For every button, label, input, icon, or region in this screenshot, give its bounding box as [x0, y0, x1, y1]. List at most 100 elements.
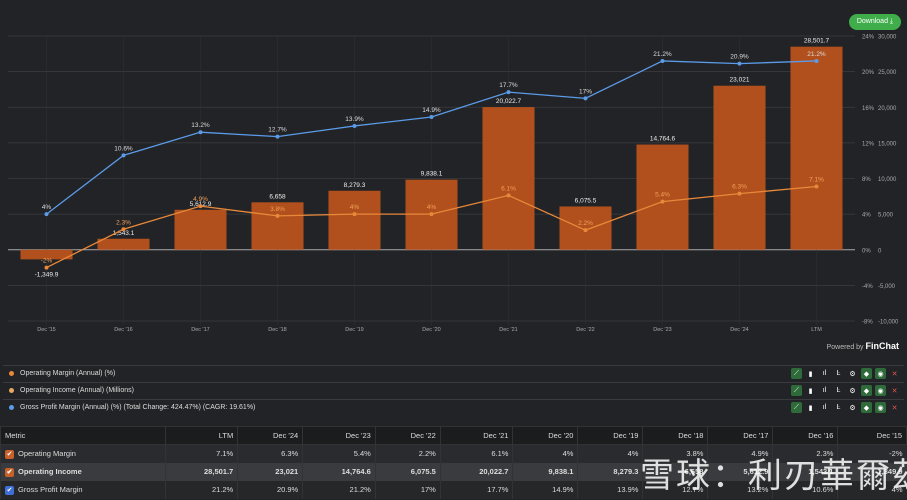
- data-point: [814, 184, 819, 189]
- value-cell: 10.6%: [772, 480, 838, 499]
- y-pct-tick: 12%: [862, 141, 875, 147]
- data-point: [121, 153, 126, 158]
- data-point: [506, 90, 511, 95]
- value-cell: 23,021: [237, 462, 303, 481]
- checkbox[interactable]: ✔: [5, 449, 14, 459]
- gear-icon[interactable]: ⚙: [849, 370, 856, 378]
- eye-icon[interactable]: ◉: [875, 368, 886, 379]
- column-header[interactable]: Dec '16: [772, 426, 839, 445]
- line-chart-icon[interactable]: ⟋: [791, 368, 802, 379]
- grouped-bar-icon[interactable]: ıl: [822, 387, 827, 394]
- tag-icon[interactable]: ◆: [861, 368, 872, 379]
- value-cell: 13.9%: [577, 480, 643, 499]
- value-cell: -1,349.9: [837, 462, 907, 481]
- grouped-bar-icon[interactable]: ıl: [822, 404, 827, 411]
- y-val-tick: 30,000: [878, 35, 897, 41]
- checkbox[interactable]: ✔: [5, 467, 14, 477]
- column-header[interactable]: Dec '19: [577, 426, 644, 445]
- bar-chart-icon[interactable]: ▮: [808, 387, 813, 395]
- point-label: 5.4%: [655, 192, 670, 199]
- axis-icon[interactable]: Ŀ: [836, 370, 841, 377]
- metric-cell: ✔ Operating Income: [0, 462, 166, 481]
- gear-icon[interactable]: ⚙: [849, 404, 856, 412]
- gear-icon[interactable]: ⚙: [849, 387, 856, 395]
- metric-cell: ✔ Gross Profit Margin: [0, 480, 166, 499]
- column-header[interactable]: Dec '24: [237, 426, 304, 445]
- bar: [20, 249, 73, 260]
- value-cell: 13.2%: [707, 480, 773, 499]
- y-val-tick: -5,000: [878, 284, 896, 290]
- table-row: ✔ Operating Margin 7.1% 6.3% 5.4% 2.2% 6.1% 4% 4…: [0, 444, 907, 463]
- data-point: [198, 130, 203, 135]
- point-label: 6.3%: [732, 184, 747, 191]
- download-button[interactable]: Download ⤓: [848, 14, 901, 30]
- column-header[interactable]: Metric: [0, 426, 166, 445]
- grouped-bar-icon[interactable]: ıl: [822, 370, 827, 377]
- y-val-tick: -10,000: [878, 320, 899, 326]
- column-header[interactable]: Dec '20: [512, 426, 579, 445]
- value-cell: -2%: [837, 444, 907, 463]
- checkbox[interactable]: ✔: [5, 485, 14, 495]
- column-header[interactable]: Dec '23: [302, 426, 376, 445]
- value-cell: 5.4%: [302, 444, 376, 463]
- close-icon[interactable]: ✕: [891, 387, 898, 395]
- series-dot-icon: [9, 405, 14, 410]
- x-tick: Dec '16: [114, 327, 132, 333]
- line-chart-icon[interactable]: ⟋: [791, 385, 802, 396]
- bar-label: 20,022.7: [496, 98, 522, 105]
- metrics-table: Metric LTM Dec '24 Dec '23 Dec '22 Dec '21 Dec…: [0, 426, 907, 499]
- metric-name: Gross Profit Margin: [18, 484, 83, 494]
- line-chart-icon[interactable]: ⟋: [791, 402, 802, 413]
- x-tick: Dec '17: [191, 327, 209, 333]
- bar: [328, 190, 381, 250]
- bar-label: 23,021: [730, 77, 750, 84]
- column-header[interactable]: Dec '15: [837, 426, 907, 445]
- point-label: 2.3%: [116, 219, 131, 226]
- y-pct-tick: 0%: [862, 248, 871, 254]
- bar-chart-icon[interactable]: ▮: [808, 404, 813, 412]
- column-header[interactable]: LTM: [164, 426, 239, 445]
- legend-row[interactable]: Operating Income (Annual) (Millions) ⟋ ▮ ı…: [3, 382, 904, 398]
- y-pct-tick: -8%: [862, 320, 873, 326]
- value-cell: 1,543.1: [772, 462, 838, 481]
- data-point: [44, 212, 49, 217]
- powered-by: Powered by FinChat: [827, 341, 899, 351]
- x-tick: Dec '23: [653, 327, 671, 333]
- column-header[interactable]: Dec '17: [707, 426, 774, 445]
- bar: [790, 46, 843, 250]
- x-tick: Dec '15: [37, 327, 55, 333]
- value-cell: 17.7%: [439, 480, 513, 499]
- close-icon[interactable]: ✕: [891, 370, 898, 378]
- legend-row[interactable]: Gross Profit Margin (Annual) (%) (Total …: [3, 399, 904, 415]
- point-label: 14.9%: [422, 107, 441, 114]
- data-point: [121, 227, 126, 232]
- close-icon[interactable]: ✕: [891, 404, 898, 412]
- column-header[interactable]: Dec '21: [439, 426, 514, 445]
- eye-icon[interactable]: ◉: [875, 385, 886, 396]
- bar-label: 6,658: [269, 193, 286, 200]
- axis-icon[interactable]: Ŀ: [836, 387, 841, 394]
- series-dot-icon: [9, 388, 14, 393]
- value-cell: 4%: [837, 480, 907, 499]
- tag-icon[interactable]: ◆: [861, 402, 872, 413]
- column-header[interactable]: Dec '22: [374, 426, 441, 445]
- value-cell: 5,612.9: [707, 462, 773, 481]
- axis-icon[interactable]: Ŀ: [836, 404, 841, 411]
- eye-icon[interactable]: ◉: [875, 402, 886, 413]
- point-label: 6.1%: [501, 185, 516, 192]
- legend-row[interactable]: Operating Margin (Annual) (%) ⟋ ▮ ıl Ŀ ⚙ ◆ ◉ ✕: [3, 365, 904, 381]
- y-val-tick: 5,000: [878, 213, 894, 219]
- value-cell: 12.7%: [642, 480, 708, 499]
- bar-label: 1,543.1: [113, 230, 135, 237]
- point-label: 17.7%: [499, 82, 518, 89]
- value-cell: 6,658: [642, 462, 708, 481]
- bar: [174, 209, 227, 250]
- value-cell: 2.2%: [374, 444, 441, 463]
- point-label: 17%: [579, 88, 592, 95]
- point-label: -2%: [41, 258, 53, 265]
- bar-chart-icon[interactable]: ▮: [808, 370, 813, 378]
- legend-label: Gross Profit Margin (Annual) (%) (Total …: [20, 404, 256, 411]
- bar: [636, 144, 689, 250]
- column-header[interactable]: Dec '18: [642, 426, 709, 445]
- tag-icon[interactable]: ◆: [861, 385, 872, 396]
